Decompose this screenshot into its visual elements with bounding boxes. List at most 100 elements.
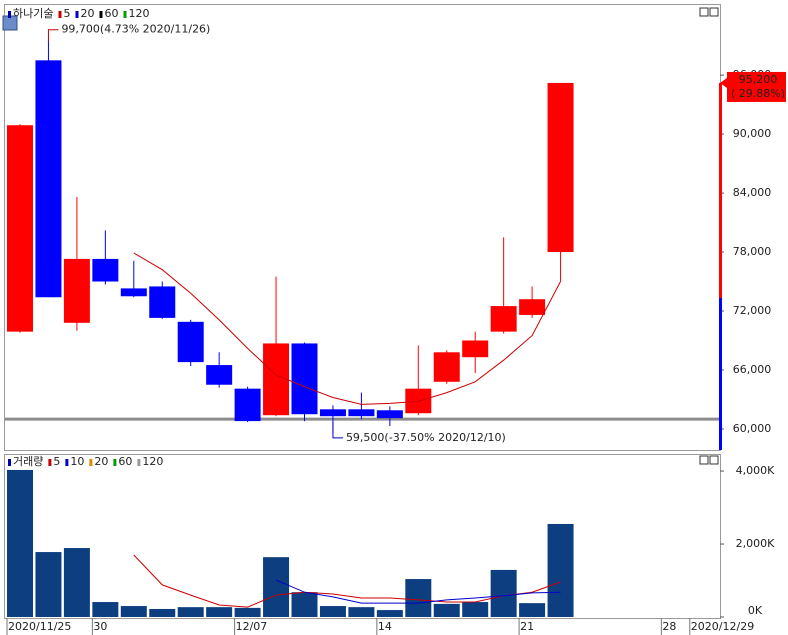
- candle-body: [519, 299, 546, 315]
- legend-swatch: [123, 11, 127, 18]
- x-tick-label: 21: [520, 620, 534, 633]
- ma-line: [133, 252, 561, 405]
- volume-bar: [462, 602, 489, 617]
- legend-swatch: [113, 459, 117, 466]
- overlay: 60,00066,00072,00078,00084,00090,00096,0…: [6, 6, 786, 635]
- candle-body: [376, 410, 403, 419]
- candle-body: [7, 125, 33, 332]
- volume-bar: [519, 603, 546, 617]
- candle-body: [234, 388, 261, 422]
- price-plot: [5, 38, 720, 434]
- legend-swatch: [48, 459, 52, 466]
- legend-swatch: [8, 459, 11, 466]
- candle-body: [462, 340, 489, 358]
- candle-body: [35, 60, 62, 298]
- volume-bar: [206, 607, 233, 617]
- y-tick-label: 2,000K: [736, 537, 775, 550]
- candle-body: [348, 409, 375, 417]
- legend-swatch: [137, 459, 141, 466]
- x-tick-label: 28: [662, 620, 676, 633]
- legend-entry: 60: [104, 7, 118, 20]
- legend-entry: 5: [63, 7, 70, 20]
- volume-pane: [4, 454, 721, 619]
- range-bar-down: [719, 298, 722, 450]
- legend-swatch: [89, 459, 93, 466]
- price-box: [727, 71, 786, 102]
- legend-swatch: [58, 11, 62, 18]
- volume-bar: [376, 610, 403, 617]
- y-tick-label: 4,000K: [736, 464, 775, 477]
- legend-swatch: [8, 11, 11, 18]
- price-marker: [720, 77, 727, 88]
- legend-entry: 10: [70, 455, 84, 468]
- pane-button[interactable]: [709, 455, 719, 465]
- x-tick-label: 2020/11/25: [8, 620, 71, 633]
- legend-entry: 120: [128, 7, 149, 20]
- x-tick-label: 12/07: [236, 620, 268, 633]
- candle-body: [92, 258, 119, 282]
- candle-body: [120, 288, 147, 297]
- volume-bar: [547, 523, 574, 617]
- x-tick-label: 30: [93, 620, 107, 633]
- volume-bar: [490, 569, 517, 617]
- y-tick-label: 66,000: [733, 363, 772, 376]
- volume-bar: [263, 557, 290, 617]
- volume-bar: [433, 603, 460, 617]
- y-tick-label: 84,000: [733, 186, 772, 199]
- volume-plot: [7, 469, 574, 617]
- legend-title: 하나기술: [13, 6, 53, 20]
- pane-button[interactable]: [699, 7, 709, 17]
- range-bar-up: [719, 82, 722, 299]
- annotation: 99,700(4.73% 2020/11/26): [61, 23, 210, 36]
- y-tick-label: 0K: [748, 604, 763, 617]
- volume-bar: [319, 606, 346, 617]
- candle-body: [291, 343, 318, 415]
- ma-line: [275, 579, 561, 604]
- candle-body: [206, 365, 233, 385]
- pane-button[interactable]: [699, 455, 709, 465]
- volume-bar: [405, 579, 432, 617]
- legend-swatch: [99, 11, 103, 18]
- volume-bar: [92, 602, 119, 617]
- y-tick-label: 72,000: [733, 304, 772, 317]
- legend-title: 거래량: [13, 455, 43, 468]
- legend-entry: 20: [94, 455, 108, 468]
- y-tick-label: 78,000: [733, 245, 772, 258]
- volume-bar: [348, 607, 375, 617]
- legend-swatch: [65, 459, 69, 466]
- candle-body: [547, 82, 574, 253]
- candle-body: [319, 409, 346, 417]
- volume-bar: [149, 608, 176, 617]
- volume-bar: [234, 607, 261, 617]
- legend-entry: 60: [118, 455, 132, 468]
- legend-entry: 20: [80, 7, 94, 20]
- volume-bar: [7, 469, 33, 617]
- legend-entry: 120: [142, 455, 163, 468]
- candle-body: [149, 286, 176, 318]
- annotation: 59,500(-37.50% 2020/12/10): [346, 431, 506, 444]
- x-tick-label: 14: [378, 620, 392, 633]
- volume-bar: [177, 607, 204, 617]
- pane-button[interactable]: [709, 7, 719, 17]
- y-tick-label: 90,000: [733, 127, 772, 140]
- annotation-arrow: [47, 29, 59, 42]
- ma-line: [133, 554, 561, 608]
- legend-entry: 5: [53, 455, 60, 468]
- volume-bar: [35, 552, 62, 617]
- legend-swatch: [75, 11, 79, 18]
- y-tick-label: 60,000: [733, 422, 772, 435]
- annotation-arrow: [332, 421, 343, 439]
- volume-bar: [63, 548, 90, 617]
- candle-body: [177, 321, 204, 363]
- price-label: 95,200: [739, 73, 778, 86]
- candle-body: [63, 258, 90, 323]
- candle-body: [263, 343, 290, 416]
- candle-body: [490, 306, 517, 332]
- x-tick-label: 2020/12/29: [691, 620, 754, 633]
- price-change: ( 29.88%): [731, 87, 785, 100]
- volume-bar: [120, 606, 147, 617]
- candle-body: [433, 352, 460, 382]
- volume-bar: [291, 592, 318, 617]
